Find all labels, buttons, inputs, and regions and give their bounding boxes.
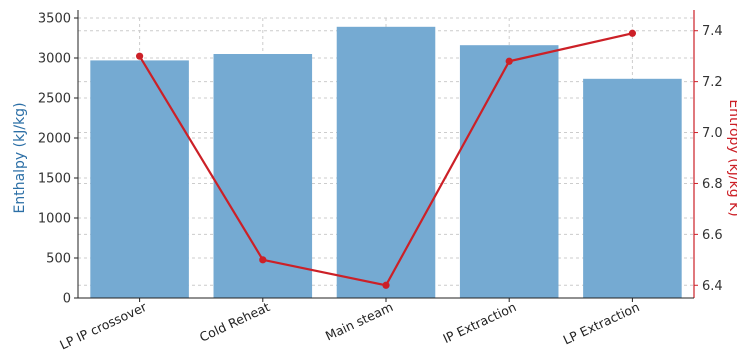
bar-series (90, 26, 682, 299)
y-tick-label: 3000 (38, 52, 71, 67)
x-tick-label: Main steam (323, 299, 395, 343)
y-tick-label: 2500 (38, 92, 71, 107)
x-tick-label: LP IP crossover (57, 299, 149, 353)
line-series (136, 29, 637, 289)
y2-tick-label: 7.2 (702, 75, 723, 90)
y2-tick-label: 6.4 (702, 279, 723, 294)
entropy-point (382, 281, 390, 289)
y2-tick-label: 6.8 (702, 177, 723, 192)
y2-tick-label: 6.6 (702, 228, 723, 243)
y-tick-label: 500 (46, 252, 71, 267)
entropy-point (259, 256, 267, 264)
x-tick-label: Cold Reheat (197, 299, 272, 345)
bar (459, 45, 559, 299)
y-tick-label: 3500 (38, 12, 71, 27)
y2-tick-label: 7.0 (702, 126, 723, 141)
entropy-point (628, 29, 637, 37)
y-tick-label: 2000 (38, 132, 71, 147)
y-axis-label-left: Enthalpy (kJ/kg) (12, 102, 28, 213)
entropy-point (505, 57, 513, 65)
x-tick-label: IP Extraction (441, 299, 519, 346)
y-tick-label: 1500 (38, 172, 71, 187)
bar (583, 78, 682, 298)
bar (90, 60, 189, 299)
bar (336, 26, 436, 299)
y2-tick-label: 7.4 (702, 24, 723, 39)
entropy-point (136, 52, 144, 60)
y-axis-label-right: Entropy (kJ/kg K) (726, 99, 737, 216)
x-tick-label: LP Extraction (561, 299, 642, 347)
y-tick-label: 0 (63, 292, 71, 307)
y-tick-label: 1000 (38, 212, 71, 227)
